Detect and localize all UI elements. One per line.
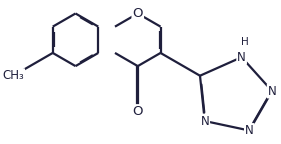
Text: O: O bbox=[133, 7, 143, 20]
Text: O: O bbox=[133, 105, 143, 118]
Text: N: N bbox=[237, 51, 246, 64]
Text: N: N bbox=[268, 85, 277, 97]
Text: CH₃: CH₃ bbox=[3, 69, 24, 82]
Text: N: N bbox=[245, 124, 254, 137]
Text: H: H bbox=[241, 37, 249, 47]
Text: N: N bbox=[200, 114, 209, 128]
